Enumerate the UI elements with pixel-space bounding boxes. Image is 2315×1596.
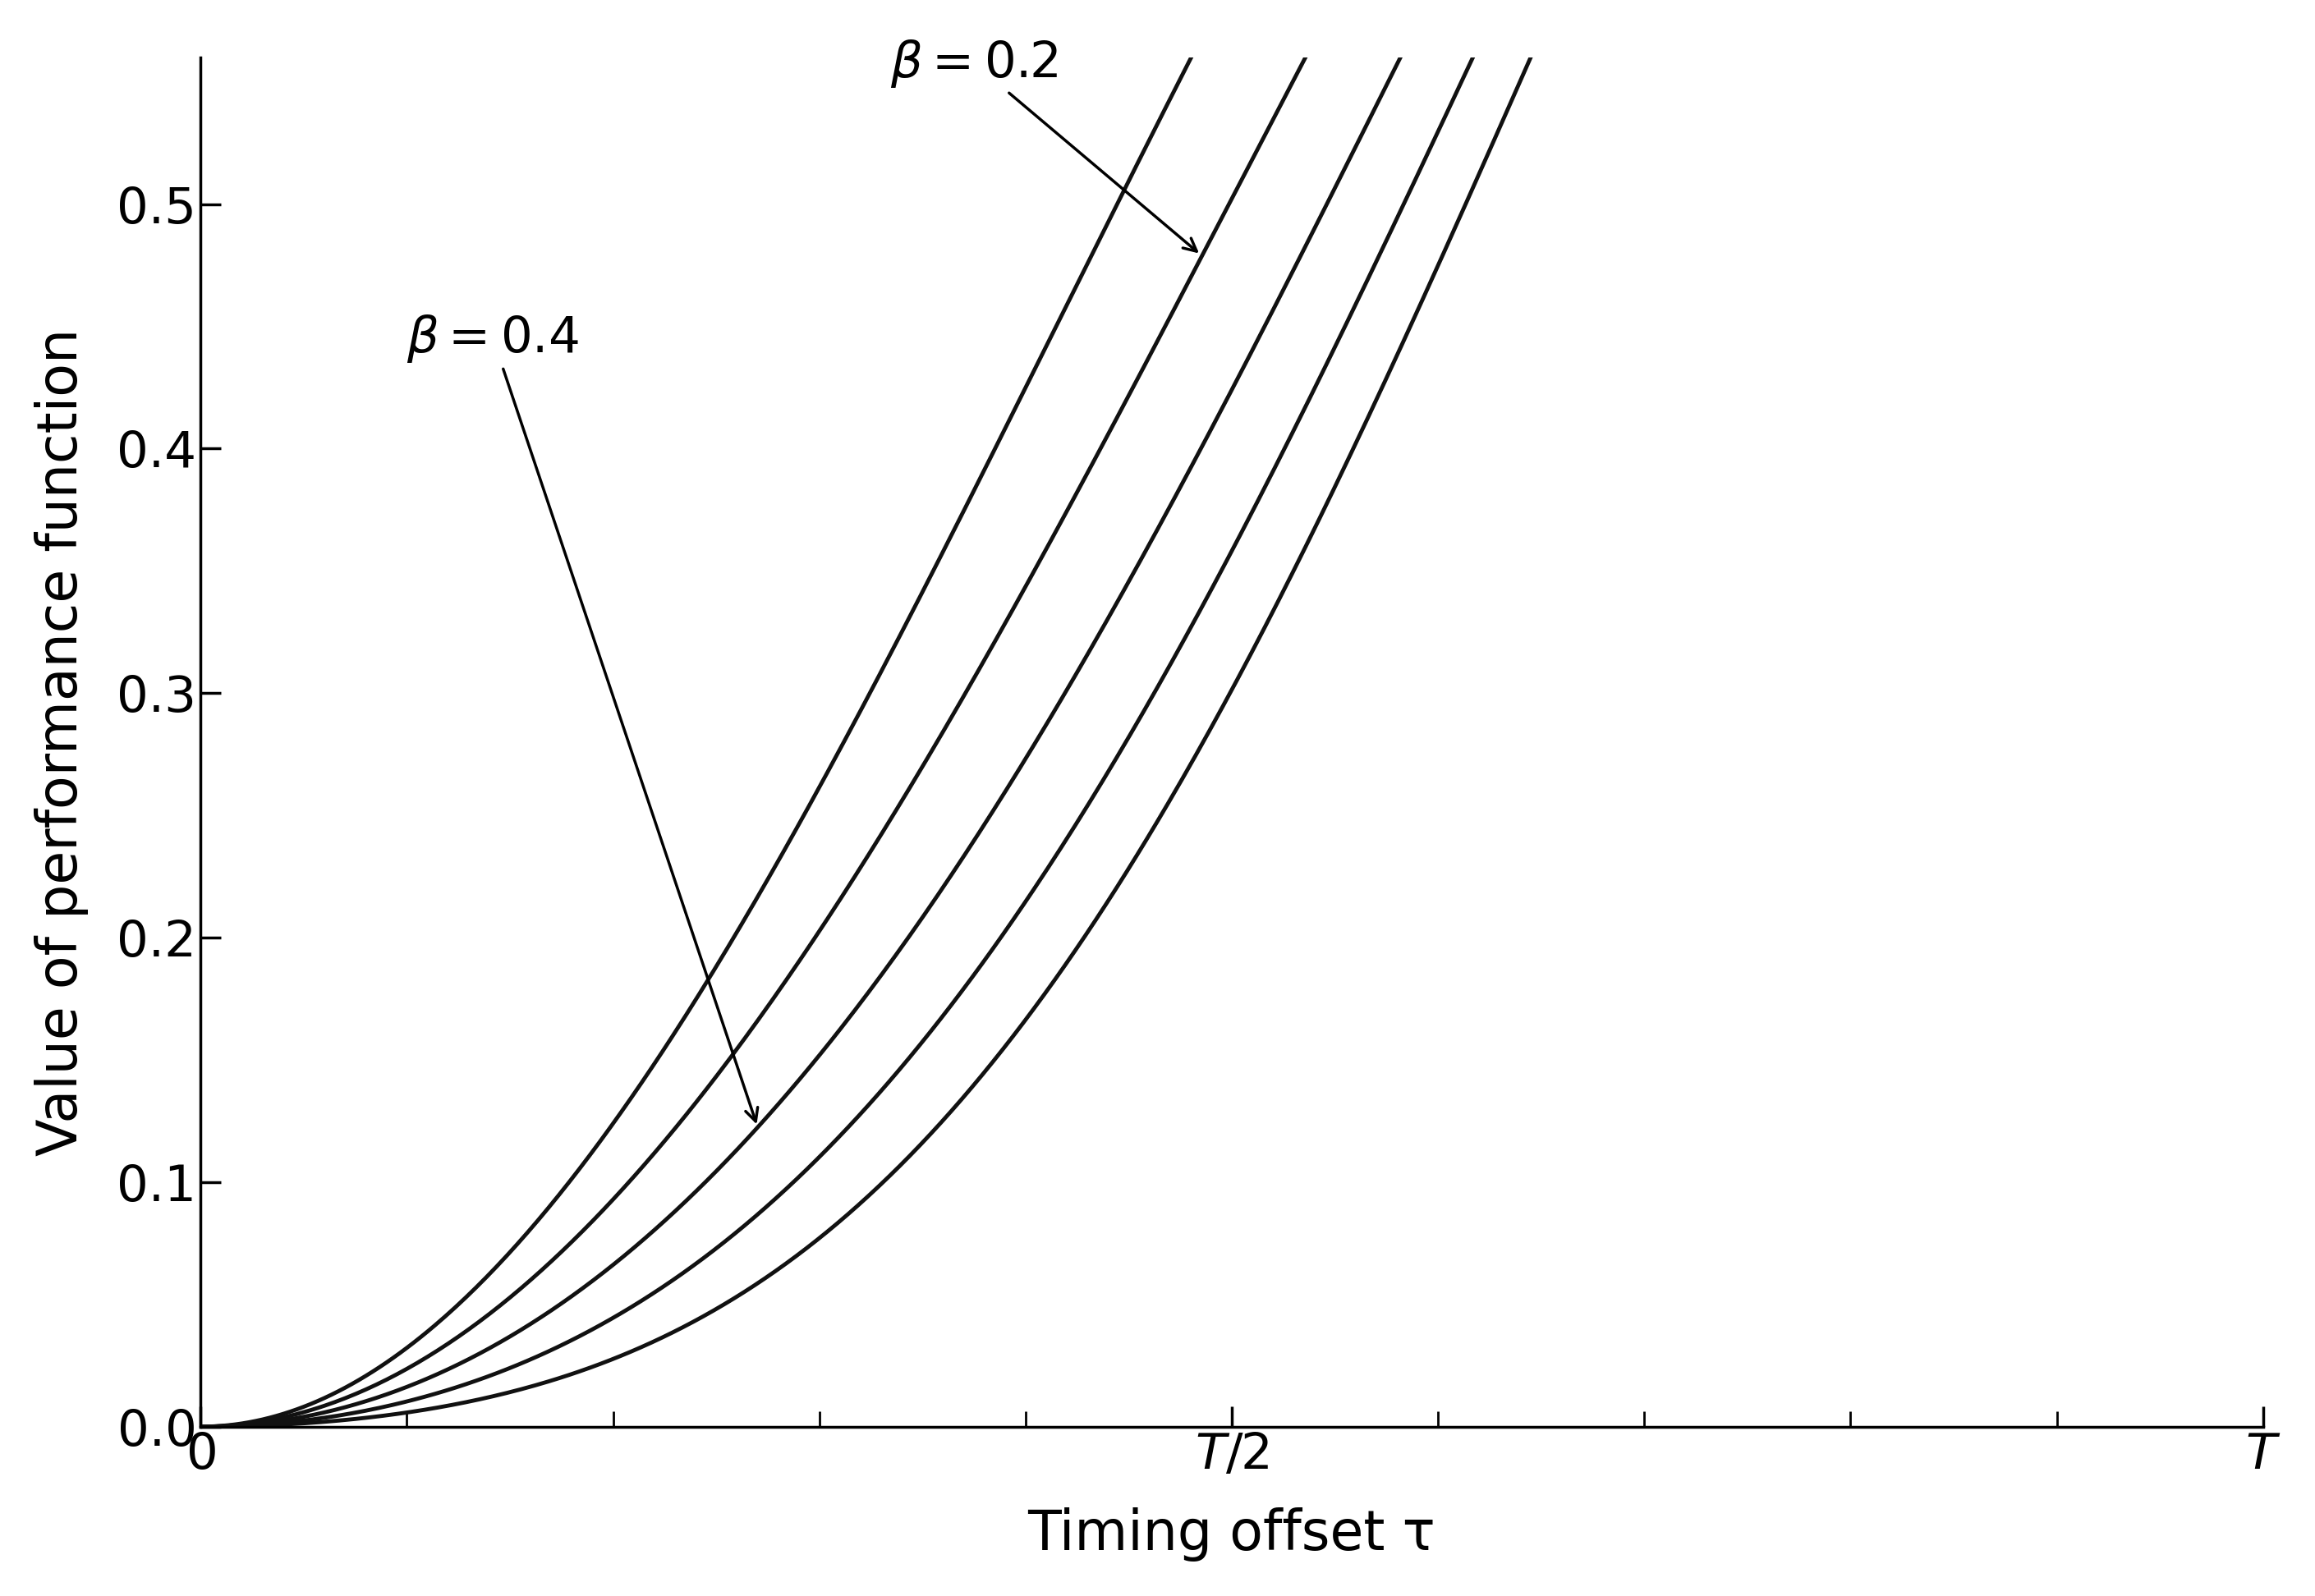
Text: $\beta = 0.4$: $\beta = 0.4$ (407, 313, 757, 1122)
Y-axis label: Value of performance function: Value of performance function (35, 329, 88, 1156)
Text: $\beta = 0.2$: $\beta = 0.2$ (891, 37, 1197, 251)
X-axis label: Timing offset τ: Timing offset τ (1028, 1508, 1435, 1562)
